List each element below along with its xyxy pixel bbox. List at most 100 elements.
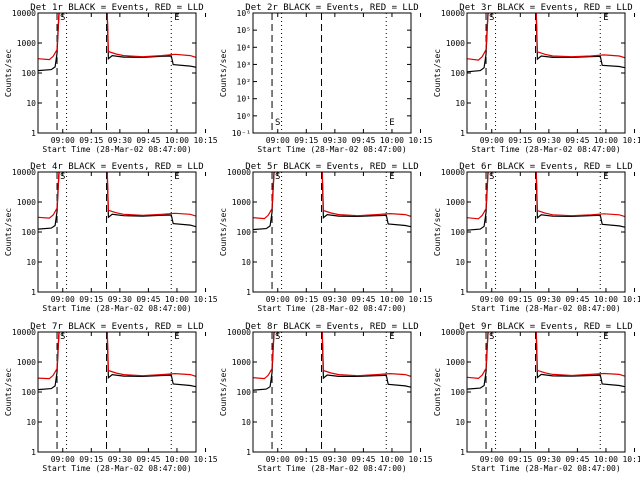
- plot-frame: [37, 331, 197, 453]
- y-tick-label: 1: [460, 129, 465, 138]
- plot-frame: [37, 171, 197, 293]
- x-tick-label: 09:00: [480, 295, 504, 304]
- marker-label-e: E: [174, 172, 179, 182]
- marker-label-s: S: [60, 172, 65, 182]
- series-line-events: [38, 332, 196, 391]
- x-axis-label: Start Time (28-Mar-02 08:47:00): [471, 145, 620, 154]
- y-tick-label: 10000: [441, 9, 465, 18]
- y-tick-label: 1000: [17, 39, 36, 48]
- x-tick-label: 09:00: [51, 295, 75, 304]
- x-tick-label: 09:30: [537, 455, 561, 464]
- series-line-events: [38, 172, 196, 230]
- panel-title: Det 7r BLACK = Events, RED = LLD: [30, 322, 203, 332]
- y-tick-label: 100: [237, 388, 252, 397]
- x-tick-label: 09:00: [480, 455, 504, 464]
- series-line-lld: [38, 332, 196, 380]
- y-tick-label: 10: [26, 258, 36, 267]
- plot-frame: [37, 12, 197, 134]
- x-tick-label: 10:00: [165, 295, 189, 304]
- y-tick-label: 100: [451, 228, 466, 237]
- marker-label-s: S: [60, 13, 65, 23]
- y-tick-label: 10⁰: [237, 112, 251, 121]
- y-tick-label: 1: [460, 288, 465, 297]
- x-tick-label: 09:45: [351, 455, 375, 464]
- panel-title: Det 6r BLACK = Events, RED = LLD: [459, 162, 632, 172]
- y-tick-label: 10⁴: [237, 43, 251, 52]
- y-tick-label: 1: [460, 448, 465, 457]
- series-line-lld: [467, 332, 625, 380]
- series-line-events: [467, 332, 625, 390]
- x-tick-label: 09:45: [136, 455, 160, 464]
- x-tick-label: 09:00: [266, 295, 290, 304]
- plot-frame: [466, 12, 626, 134]
- x-tick-label: 09:45: [565, 136, 589, 145]
- series-line-events: [467, 172, 625, 231]
- x-tick-label: 10:00: [380, 295, 404, 304]
- x-tick-label: 10:00: [594, 455, 618, 464]
- y-tick-label: 10: [241, 418, 251, 427]
- y-tick-label: 1000: [446, 39, 465, 48]
- marker-label-e: E: [603, 172, 608, 182]
- x-tick-label: 09:45: [351, 295, 375, 304]
- y-tick-label: 1000: [17, 358, 36, 367]
- marker-label-e: E: [389, 172, 394, 182]
- x-tick-label: 10:15: [193, 455, 217, 464]
- series-line-events: [38, 13, 196, 72]
- x-tick-label: 10:15: [193, 295, 217, 304]
- y-tick-label: 100: [22, 228, 37, 237]
- y-tick-label: 1: [31, 448, 36, 457]
- x-tick-label: 09:15: [79, 455, 103, 464]
- y-tick-label: 10: [455, 258, 465, 267]
- y-axis-label: Counts/sec: [219, 49, 228, 97]
- y-axis-label: Counts/sec: [433, 368, 442, 416]
- y-tick-label: 10: [26, 99, 36, 108]
- series-line-lld: [38, 13, 196, 61]
- x-tick-label: 10:15: [408, 455, 432, 464]
- y-tick-label: 10⁶: [237, 9, 251, 18]
- series-line-lld: [38, 172, 196, 219]
- y-tick-label: 100: [237, 228, 252, 237]
- x-axis-label: Start Time (28-Mar-02 08:47:00): [257, 464, 406, 473]
- y-tick-label: 10000: [227, 168, 251, 177]
- x-tick-label: 09:15: [294, 295, 318, 304]
- x-tick-label: 09:45: [565, 455, 589, 464]
- plot-frame: [252, 171, 412, 293]
- marker-label-s: S: [275, 118, 280, 128]
- x-tick-label: 09:30: [108, 295, 132, 304]
- x-tick-label: 09:00: [266, 136, 290, 145]
- y-tick-label: 100: [451, 69, 466, 78]
- x-axis-label: Start Time (28-Mar-02 08:47:00): [42, 464, 191, 473]
- x-tick-label: 09:00: [266, 455, 290, 464]
- x-axis-label: Start Time (28-Mar-02 08:47:00): [471, 304, 620, 313]
- marker-label-s: S: [489, 332, 494, 342]
- y-tick-label: 1000: [232, 358, 251, 367]
- x-tick-label: 09:15: [508, 136, 532, 145]
- x-tick-label: 10:00: [165, 455, 189, 464]
- x-tick-label: 10:15: [408, 295, 432, 304]
- x-axis-label: Start Time (28-Mar-02 08:47:00): [42, 304, 191, 313]
- x-tick-label: 10:15: [193, 136, 217, 145]
- x-tick-label: 09:15: [508, 455, 532, 464]
- y-tick-label: 10: [455, 99, 465, 108]
- x-tick-label: 10:15: [622, 455, 640, 464]
- marker-label-s: S: [489, 172, 494, 182]
- marker-label-e: E: [389, 332, 394, 342]
- panel-title: Det 3r BLACK = Events, RED = LLD: [459, 3, 632, 13]
- marker-label-s: S: [60, 332, 65, 342]
- y-axis-label: Counts/sec: [4, 49, 13, 97]
- x-tick-label: 09:45: [565, 295, 589, 304]
- panel-title: Det 5r BLACK = Events, RED = LLD: [245, 162, 418, 172]
- detector-panel-2: Det 2r BLACK = Events, RED = LLD S E 10⁻¹ 10…: [219, 3, 433, 154]
- x-tick-label: 09:30: [108, 455, 132, 464]
- y-tick-label: 100: [22, 69, 37, 78]
- marker-label-s: S: [275, 332, 280, 342]
- x-tick-label: 09:15: [508, 295, 532, 304]
- marker-label-e: E: [174, 332, 179, 342]
- x-tick-label: 09:15: [294, 136, 318, 145]
- y-tick-label: 10000: [441, 328, 465, 337]
